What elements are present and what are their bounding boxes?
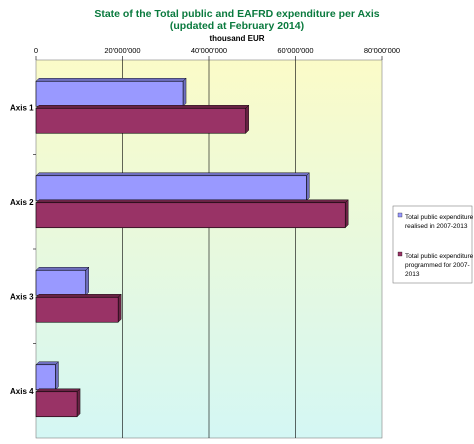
bar-programmed: [35, 202, 346, 229]
x-tick-label: 20'000'000: [104, 46, 140, 55]
bar-top-face: [35, 78, 187, 82]
category-label: Axis 2: [10, 198, 34, 207]
category-label: Axis 1: [10, 103, 34, 112]
legend: Total public expenditure realised in 200…: [392, 205, 474, 284]
x-tick-label: 0: [34, 46, 38, 55]
bar-programmed: [35, 296, 119, 323]
bar-side-face: [55, 361, 59, 391]
bar-side-face: [76, 388, 81, 418]
bar-top-face: [35, 294, 122, 298]
bar-side-face: [245, 104, 249, 134]
bar-top-face: [35, 105, 250, 109]
category-label: Axis 4: [10, 387, 34, 396]
category-label: Axis 3: [10, 292, 34, 301]
bar-side-face: [117, 293, 122, 323]
legend-label-realised-line-1: Total public expenditure: [405, 214, 474, 221]
x-tick-label: 40'000'000: [191, 46, 227, 55]
bar-side-face: [345, 199, 349, 229]
bar-realised: [35, 269, 87, 296]
bars: [35, 77, 349, 418]
legend-label-programmed-line-2: programmed for 2007-: [405, 262, 470, 269]
legend-swatch-realised: [397, 212, 403, 218]
bar-realised: [35, 80, 184, 107]
x-tick-label: 80'000'000: [364, 46, 400, 55]
category-labels: Axis 1 Axis 2 Axis 3 Axis 4: [10, 103, 34, 396]
bar-side-face: [85, 266, 89, 296]
bar-top-face: [35, 361, 59, 365]
bar-top-face: [35, 199, 349, 203]
bar-top-face: [35, 388, 81, 392]
x-tick-labels: 0 20'000'000 40'000'000 60'000'000 80'000'00…: [34, 46, 400, 55]
legend-label-realised-line-2: realised in 2007-2013: [405, 223, 468, 230]
bar-side-face: [306, 172, 310, 202]
x-tick-label: 60'000'000: [277, 46, 313, 55]
chart-title-line-1: State of the Total public and EAFRD expe…: [94, 8, 379, 20]
bar-programmed: [35, 391, 78, 418]
bar-top-face: [35, 172, 310, 176]
bar-realised: [35, 175, 307, 202]
bar-programmed: [35, 107, 247, 134]
legend-label-programmed-line-1: Total public expenditure: [405, 253, 474, 260]
x-axis-unit-label: thousand EUR: [209, 34, 264, 43]
bar-side-face: [182, 77, 187, 107]
bar-top-face: [35, 267, 90, 271]
bar-realised: [35, 364, 56, 391]
legend-label-programmed-line-3: 2013: [405, 271, 420, 278]
legend-swatch-programmed: [397, 251, 403, 257]
chart-title-line-2: (updated at February 2014): [170, 20, 304, 32]
legend-box: [392, 205, 473, 284]
